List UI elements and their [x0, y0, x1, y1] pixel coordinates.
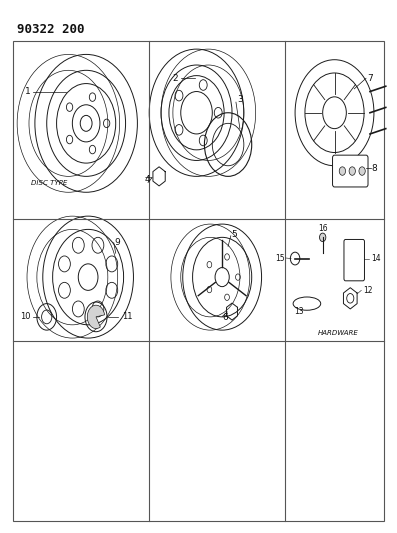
FancyBboxPatch shape — [344, 239, 364, 281]
Circle shape — [349, 167, 355, 175]
Circle shape — [290, 252, 300, 265]
Wedge shape — [87, 305, 104, 328]
Text: 15: 15 — [275, 254, 284, 263]
Text: 11: 11 — [121, 312, 132, 321]
Circle shape — [80, 115, 92, 131]
Circle shape — [339, 167, 345, 175]
Text: 7: 7 — [367, 74, 373, 83]
Text: HARDWARE: HARDWARE — [318, 330, 359, 336]
Text: 8: 8 — [371, 164, 377, 173]
Text: 14: 14 — [371, 254, 381, 263]
Text: 1: 1 — [25, 87, 31, 96]
Text: 4: 4 — [145, 174, 150, 183]
Text: 2: 2 — [172, 74, 178, 83]
Circle shape — [320, 233, 326, 241]
Text: 10: 10 — [21, 312, 31, 321]
Text: 6: 6 — [222, 313, 228, 322]
Text: 3: 3 — [237, 95, 243, 104]
Ellipse shape — [293, 297, 321, 310]
Text: 16: 16 — [318, 224, 328, 233]
Text: 9: 9 — [115, 238, 121, 247]
Text: DISC TYPE: DISC TYPE — [31, 180, 67, 185]
Text: 90322 200: 90322 200 — [17, 22, 85, 36]
Text: 12: 12 — [363, 286, 372, 295]
Circle shape — [359, 167, 365, 175]
Text: 13: 13 — [295, 307, 304, 316]
Text: 5: 5 — [231, 230, 237, 239]
FancyBboxPatch shape — [333, 155, 368, 187]
